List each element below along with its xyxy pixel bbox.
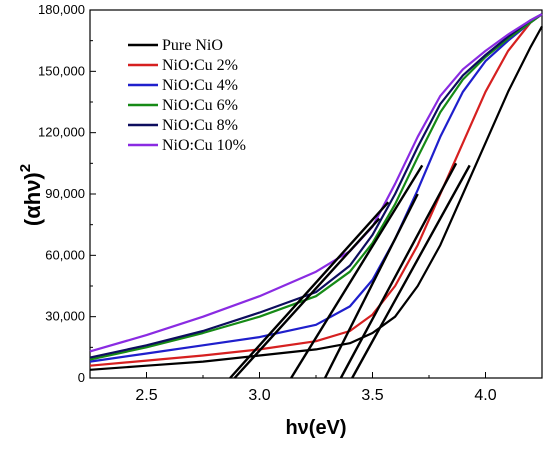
- series-line-5: [89, 13, 543, 353]
- legend: Pure NiO NiO:Cu 2% NiO:Cu 4% NiO:Cu 6% NiO:C…: [128, 37, 246, 154]
- series-line-0: [89, 25, 543, 371]
- series-line-1: [89, 13, 543, 367]
- y-tick-label: 0: [78, 370, 85, 385]
- series-line-4: [89, 13, 543, 359]
- x-tick-label: 3.0: [248, 387, 270, 404]
- y-tick-label: 60,000: [45, 247, 85, 262]
- x-axis: 2.5 3.0 3.5 4.0: [89, 372, 543, 404]
- tangent-line-2: [290, 164, 424, 379]
- y-tick-label: 90,000: [45, 186, 85, 201]
- tangent-line-3: [323, 193, 419, 379]
- tangent-line-4: [339, 162, 458, 379]
- legend-label-1: NiO:Cu 2%: [162, 57, 238, 74]
- tangent-layer: [229, 162, 471, 379]
- tangent-line-5: [351, 164, 471, 379]
- y-axis-label-base: (αhν): [20, 172, 45, 226]
- x-axis-label: hν(eV): [285, 417, 346, 439]
- y-axis-label-sup: 2: [17, 164, 34, 172]
- y-tick-label: 30,000: [45, 309, 85, 324]
- legend-label-0: Pure NiO: [162, 37, 223, 54]
- tangent-line-0: [229, 201, 390, 379]
- x-tick-label: 4.0: [474, 387, 496, 404]
- y-tick-label: 120,000: [38, 125, 85, 140]
- legend-label-2: NiO:Cu 4%: [162, 77, 238, 94]
- tangent-line-1: [233, 217, 381, 379]
- y-tick-label: 180,000: [38, 2, 85, 17]
- legend-label-3: NiO:Cu 6%: [162, 97, 238, 114]
- legend-label-4: NiO:Cu 8%: [162, 117, 238, 134]
- y-axis: 0 30,000 60,000 90,000 120,000 150,000 180,000: [38, 2, 96, 385]
- legend-label-5: NiO:Cu 10%: [162, 137, 246, 154]
- series-line-3: [89, 13, 543, 361]
- x-tick-label: 3.5: [361, 387, 383, 404]
- svg-text:(αhν)2: (αhν)2: [17, 164, 45, 226]
- x-tick-label: 2.5: [135, 387, 157, 404]
- y-axis-label: (αhν)2: [17, 164, 45, 226]
- y-tick-label: 150,000: [38, 63, 85, 78]
